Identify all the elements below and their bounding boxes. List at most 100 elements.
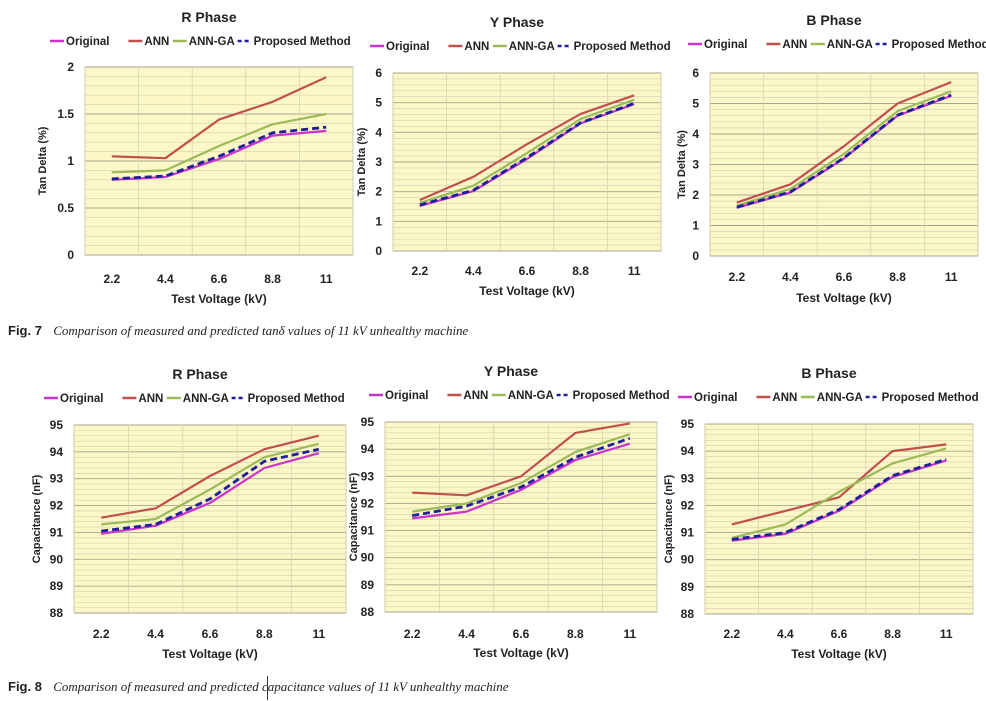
y-tick-label: 89 — [681, 580, 695, 594]
y-tick-label: 91 — [50, 525, 64, 539]
chart-panel-5: 88 89 90 91 92 93 94 95 2.2 4.4 6.6 8.8 11 Test Volta… — [348, 363, 670, 660]
x-tick-label: 2.2 — [404, 627, 421, 641]
chart-title: R Phase — [181, 9, 236, 25]
x-tick-label: 8.8 — [567, 627, 584, 641]
legend-label: ANN-GA — [817, 392, 863, 404]
y-tick-label: 89 — [50, 579, 64, 593]
series-line-ann-ga — [419, 98, 635, 204]
legend-label: ANN-GA — [183, 393, 229, 405]
x-tick-label: 8.8 — [264, 272, 281, 286]
y-tick-label: 4 — [375, 125, 382, 139]
y-tick-label: 95 — [50, 418, 64, 432]
x-tick-label: 6.6 — [836, 270, 853, 284]
x-axis-label: Test Voltage (kV) — [479, 284, 575, 298]
y-tick-label: 93 — [50, 472, 64, 486]
x-axis-label: Test Voltage (kV) — [796, 291, 892, 305]
y-tick-label: 95 — [361, 415, 375, 429]
y-tick-label: 92 — [50, 499, 64, 513]
y-tick-label: 2 — [692, 188, 699, 202]
chart-legend: Original ANN ANN-GA Proposed Method — [50, 36, 351, 48]
chart-legend: Original ANN ANN-GA Proposed Method — [370, 41, 671, 53]
series-line-ann-ga — [111, 112, 327, 174]
x-axis-label: Test Voltage (kV) — [171, 292, 267, 306]
legend-label: Original — [66, 36, 109, 48]
legend-label: Proposed Method — [892, 39, 986, 51]
y-tick-label: 91 — [681, 526, 695, 540]
legend-label: ANN-GA — [509, 41, 555, 53]
y-tick-label: 88 — [50, 606, 64, 620]
x-tick-label: 6.6 — [513, 627, 530, 641]
x-axis-label: Test Voltage (kV) — [473, 646, 569, 660]
legend-label: ANN-GA — [508, 390, 554, 402]
y-tick-label: 1 — [375, 214, 382, 228]
x-tick-label: 2.2 — [93, 627, 110, 641]
x-tick-label: 4.4 — [465, 264, 482, 278]
legend-label: Original — [704, 39, 747, 51]
legend-label: ANN — [138, 393, 163, 405]
series-line-ann — [736, 81, 952, 204]
series-line-ann — [101, 434, 320, 519]
y-axis-label: Capacitance (nF) — [31, 474, 43, 563]
x-tick-label: 2.2 — [411, 264, 428, 278]
x-tick-label: 8.8 — [256, 627, 273, 641]
y-tick-label: 1 — [67, 154, 74, 168]
x-tick-label: 6.6 — [211, 272, 228, 286]
y-tick-label: 3 — [375, 155, 382, 169]
legend-label: Proposed Method — [573, 390, 670, 402]
y-tick-label: 88 — [681, 607, 695, 621]
x-tick-label: 2.2 — [103, 272, 120, 286]
x-tick-label: 2.2 — [728, 270, 745, 284]
x-tick-label: 11 — [320, 272, 333, 286]
x-tick-label: 6.6 — [519, 264, 536, 278]
y-tick-label: 94 — [361, 442, 375, 456]
x-tick-label: 4.4 — [777, 627, 794, 641]
chart-legend: Original ANN ANN-GA Proposed Method — [44, 393, 345, 405]
series-line-ann-ga — [101, 442, 320, 526]
legend-label: Original — [694, 392, 737, 404]
chart-title: B Phase — [806, 12, 861, 28]
legend-label: Proposed Method — [248, 393, 345, 405]
figure-7-text: Comparison of measured and predicted tan… — [53, 323, 469, 338]
x-tick-label: 4.4 — [458, 627, 475, 641]
legend-label: ANN — [782, 39, 807, 51]
y-tick-label: 91 — [361, 524, 375, 538]
x-tick-label: 4.4 — [157, 272, 174, 286]
y-tick-label: 90 — [361, 551, 375, 565]
chart-legend: Original ANN ANN-GA Proposed Method — [688, 39, 986, 51]
figure-7-caption: Fig. 7 Comparison of measured and predic… — [8, 323, 468, 339]
series-line-ann-ga — [731, 447, 947, 540]
series-line-proposed-method — [731, 457, 947, 541]
x-tick-label: 11 — [940, 627, 953, 641]
y-tick-label: 2 — [375, 185, 382, 199]
series-line-proposed-method — [736, 93, 952, 209]
chart-panel-4: 88 89 90 91 92 93 94 95 2.2 4.4 6.6 8.8 11 Test Volta… — [31, 366, 347, 661]
y-tick-label: 89 — [361, 578, 375, 592]
y-tick-label: 5 — [375, 96, 382, 110]
y-axis-label: Capacitance (nF) — [663, 474, 675, 563]
y-tick-label: 95 — [681, 417, 695, 431]
x-tick-label: 11 — [623, 627, 636, 641]
chart-title: Y Phase — [490, 14, 544, 30]
legend-label: Original — [386, 41, 429, 53]
x-tick-label: 11 — [628, 264, 641, 278]
y-tick-label: 90 — [50, 552, 64, 566]
series-line-proposed-method — [411, 436, 631, 517]
x-axis-label: Test Voltage (kV) — [791, 647, 887, 661]
legend-label: ANN-GA — [189, 36, 235, 48]
chart-legend: Original ANN ANN-GA Proposed Method — [369, 390, 670, 402]
chart-title: B Phase — [801, 365, 856, 381]
legend-label: Proposed Method — [574, 41, 671, 53]
x-tick-label: 8.8 — [884, 627, 901, 641]
chart-panel-6: 88 89 90 91 92 93 94 95 2.2 4.4 6.6 8.8 11 Test Volta… — [663, 365, 979, 661]
series-line-ann — [731, 443, 947, 526]
series-line-original — [412, 442, 631, 520]
y-axis-label: Tan Delta (%) — [676, 130, 688, 199]
y-tick-label: 0 — [692, 249, 699, 263]
x-tick-label: 4.4 — [147, 627, 164, 641]
series-line-ann — [412, 422, 630, 497]
legend-label: Original — [385, 390, 428, 402]
series-line-ann — [419, 94, 635, 202]
y-tick-label: 6 — [692, 66, 699, 80]
series-line-proposed-method — [111, 125, 327, 181]
